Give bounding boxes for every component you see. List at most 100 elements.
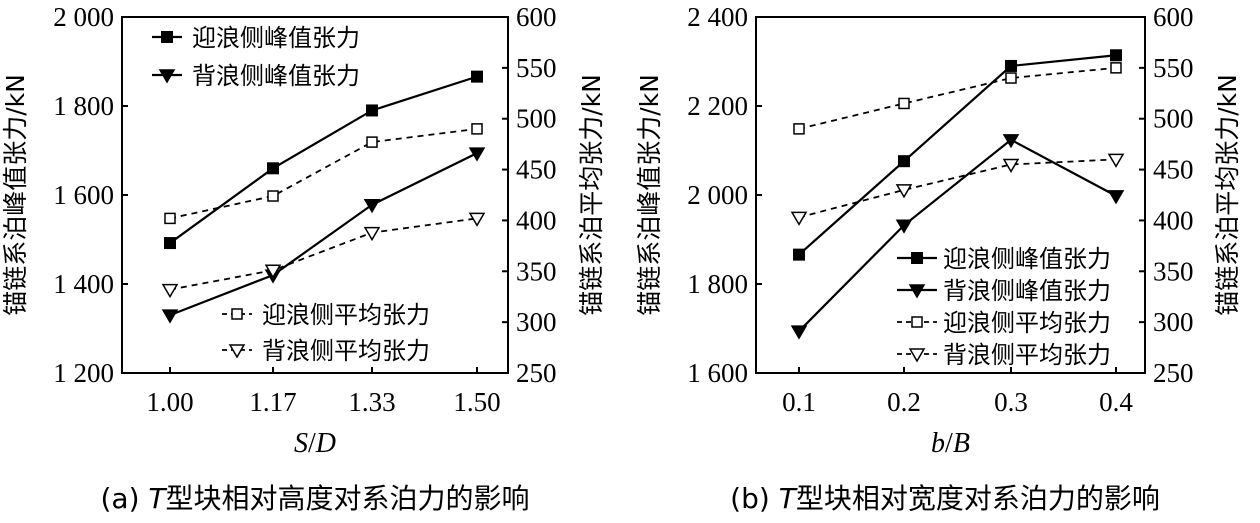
chart-panel-b: 1 600 1 800 2 000 2 200 2 400 250 300 350 400 450… xyxy=(635,2,1242,515)
y-left-tick-label: 1 800 xyxy=(53,91,114,121)
y-right-tick-label: 400 xyxy=(1153,205,1194,235)
legend-label: 背浪侧平均张力 xyxy=(943,341,1111,369)
data-point xyxy=(164,237,176,250)
y-right-tick-label: 600 xyxy=(1153,2,1194,32)
data-point xyxy=(468,147,486,162)
data-point xyxy=(366,104,378,117)
legend-marker xyxy=(908,348,926,363)
legend-label: 背浪侧平均张力 xyxy=(262,337,430,365)
caption-part: (a) xyxy=(100,482,148,515)
data-point xyxy=(895,219,913,234)
data-point xyxy=(1005,72,1017,84)
data-point xyxy=(1107,190,1125,205)
legend-marker xyxy=(911,316,923,328)
data-point xyxy=(793,248,805,261)
data-point xyxy=(1005,59,1017,72)
data-point xyxy=(895,184,913,199)
x-axis-title-part: b xyxy=(931,428,945,459)
y-left-tick-label: 1 800 xyxy=(687,269,748,299)
x-tick-label: 1.00 xyxy=(146,387,193,417)
data-point xyxy=(790,211,808,226)
y-right-axis-title: 锚链系泊平均张力/kN xyxy=(1213,74,1242,316)
data-point xyxy=(363,226,381,242)
data-point xyxy=(471,70,483,83)
series-line xyxy=(169,152,478,317)
legend-marker xyxy=(231,308,243,320)
data-point xyxy=(267,162,279,175)
series-line xyxy=(169,217,478,291)
y-right-tick-label: 500 xyxy=(516,104,557,134)
data-point xyxy=(1110,49,1122,62)
x-axis-title-part: D xyxy=(315,428,336,459)
y-right-tick-label: 300 xyxy=(1153,307,1194,337)
x-axis-title-slash: / xyxy=(308,428,316,459)
legend-label: 迎浪侧平均张力 xyxy=(943,309,1111,337)
caption-part: T xyxy=(779,482,798,515)
legend-label: 背浪侧峰值张力 xyxy=(943,277,1111,305)
y-right-tick-label: 450 xyxy=(516,155,557,185)
legend-label: 背浪侧峰值张力 xyxy=(192,62,360,90)
y-left-axis-title: 锚链系泊峰值张力/kN xyxy=(635,74,664,316)
figure-caption: (b) T型块相对宽度对系泊力的影响 xyxy=(730,482,1160,515)
x-tick-label: 0.3 xyxy=(994,387,1028,417)
data-point xyxy=(366,136,378,148)
y-right-tick-label: 400 xyxy=(516,205,557,235)
data-point xyxy=(898,155,910,168)
y-left-tick-label: 2 400 xyxy=(687,2,748,32)
legend-marker xyxy=(908,284,926,299)
y-left-tick-label: 2 000 xyxy=(53,2,114,32)
legend-marker xyxy=(228,344,246,359)
data-point xyxy=(363,199,381,214)
figure-caption: (a) T型块相对高度对系泊力的影响 xyxy=(100,482,529,515)
series-line xyxy=(798,66,1117,130)
y-right-tick-label: 500 xyxy=(1153,104,1194,134)
x-axis-title-part: B xyxy=(953,428,970,459)
data-point xyxy=(164,212,176,225)
y-left-axis-title: 锚链系泊峰值张力/kN xyxy=(1,74,30,316)
series-line xyxy=(169,127,478,220)
data-point xyxy=(471,123,483,135)
x-axis-title-slash: / xyxy=(945,428,953,459)
caption-part: 型块相对宽度对系泊力的影响 xyxy=(796,482,1160,515)
data-point xyxy=(267,190,279,202)
data-point xyxy=(468,212,486,227)
data-point xyxy=(161,283,179,299)
y-right-tick-label: 350 xyxy=(516,256,557,286)
x-tick-label: 1.50 xyxy=(453,387,500,417)
y-right-axis-title: 锚链系泊平均张力/kN xyxy=(577,74,606,316)
x-axis-title: S/D xyxy=(294,428,336,459)
x-axis-title-part: S xyxy=(294,428,308,459)
data-point xyxy=(264,264,282,279)
data-point xyxy=(790,325,808,340)
data-point xyxy=(898,97,910,110)
chart-panel-a: 1 200 1 400 1 600 1 800 2 000 250 300 350 400 450… xyxy=(1,2,606,515)
y-left-tick-label: 2 200 xyxy=(687,91,748,121)
data-point xyxy=(793,123,805,135)
series-line xyxy=(798,54,1117,256)
legend-label: 迎浪侧平均张力 xyxy=(262,301,430,329)
legend-marker xyxy=(911,252,923,264)
y-right-tick-label: 250 xyxy=(516,358,557,388)
y-left-tick-label: 1 200 xyxy=(53,358,114,388)
x-axis-title: b/B xyxy=(931,428,970,459)
series-line xyxy=(169,75,478,244)
legend-label: 迎浪侧峰值张力 xyxy=(192,24,360,52)
y-right-tick-label: 600 xyxy=(516,2,557,32)
x-tick-label: 1.17 xyxy=(249,387,296,417)
y-left-tick-label: 1 600 xyxy=(53,180,114,210)
legend-label: 迎浪侧峰值张力 xyxy=(943,245,1111,273)
x-tick-label: 0.2 xyxy=(887,387,921,417)
data-point xyxy=(1107,153,1125,168)
caption-part: T xyxy=(148,482,167,515)
y-right-tick-label: 550 xyxy=(1153,53,1194,83)
data-point xyxy=(161,309,179,324)
y-left-tick-label: 1 400 xyxy=(53,269,114,299)
legend-marker xyxy=(161,31,173,43)
y-right-tick-label: 450 xyxy=(1153,155,1194,185)
legend-marker xyxy=(158,69,176,84)
y-right-tick-label: 250 xyxy=(1153,358,1194,388)
data-point xyxy=(1110,62,1122,74)
y-left-tick-label: 2 000 xyxy=(687,180,748,210)
y-right-tick-label: 550 xyxy=(516,53,557,83)
